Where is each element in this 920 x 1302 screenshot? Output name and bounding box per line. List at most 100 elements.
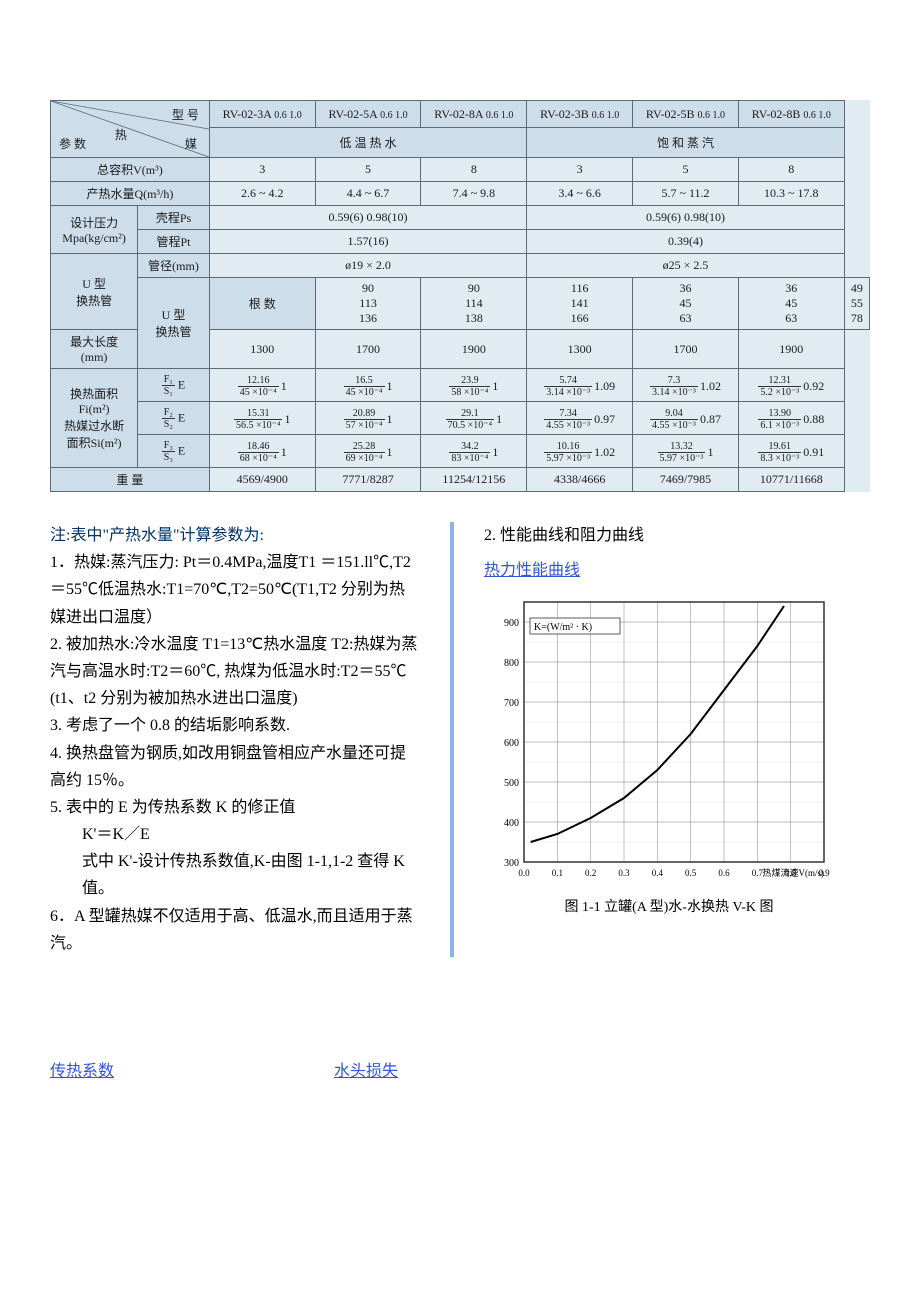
model-4: RV-02-5B 0.6 1.0 [633,101,739,128]
model-3: RV-02-3B 0.6 1.0 [527,101,633,128]
f1-label: F₁S₁ E [138,369,210,402]
cell: 5.7 ~ 11.2 [633,182,739,206]
row-designp: 设计压力 Mpa(kg/cm²) [51,206,138,254]
right-column: 2. 性能曲线和阻力曲线 热力性能曲线 300 400 500 600 700 800 90… [484,522,854,957]
cell: 90114138 [421,278,527,330]
svg-text:400: 400 [504,818,519,829]
model-1: RV-02-5A 0.6 1.0 [315,101,421,128]
cell: 18.4668 ×10⁻⁴1 [209,435,315,468]
note-p5b: K'＝K／E [50,821,420,848]
cell: 10.165.97 ×10⁻³1.02 [527,435,633,468]
cell: 7.4 ~ 9.8 [421,182,527,206]
divider [450,522,454,957]
roots-label: 根 数 [209,278,315,330]
cell: 1300 [527,330,633,369]
weight-label: 重 量 [51,468,210,492]
cell: 7.344.55 ×10⁻³0.97 [527,402,633,435]
vk-chart: 3004005006007008009000.00.10.20.30.40.50… [484,592,834,892]
cell: 13.325.97 ×10⁻³1 [633,435,739,468]
corner-mid: 热 [115,126,127,143]
cell: 10771/11668 [738,468,844,492]
svg-text:热煤流速V(m/s): 热煤流速V(m/s) [763,867,825,878]
cell: 5 [633,158,739,182]
link-heat-coef[interactable]: 传热系数 [50,1057,114,1081]
cell: 8 [421,158,527,182]
ps-label: 壳程Ps [138,206,210,230]
chart-caption: 图 1-1 立罐(A 型)水-水换热 V-K 图 [484,896,854,920]
svg-text:500: 500 [504,778,519,789]
cell: 7.33.14 ×10⁻³1.02 [633,369,739,402]
svg-text:600: 600 [504,738,519,749]
cell: 23.958 ×10⁻⁴1 [421,369,527,402]
cell: 0.59(6) 0.98(10) [209,206,526,230]
cell: 19.618.3 ×10⁻³0.91 [738,435,844,468]
cell: 1900 [738,330,844,369]
cell: 0.59(6) 0.98(10) [527,206,844,230]
cell: 3 [209,158,315,182]
cell: 29.170.5 ×10⁻⁴1 [421,402,527,435]
cell: 11254/12156 [421,468,527,492]
svg-text:0.5: 0.5 [685,868,697,878]
dia-label: 管径(mm) [138,254,210,278]
row-hotwater-label: 产热水量Q(m³/h) [51,182,210,206]
cell: 15.3156.5 ×10⁻⁴1 [209,402,315,435]
cell: 25.2869 ×10⁻⁴1 [315,435,421,468]
svg-text:0.0: 0.0 [518,868,530,878]
svg-text:0.3: 0.3 [618,868,630,878]
svg-text:0.4: 0.4 [652,868,664,878]
cell: 364563 [738,278,844,330]
note-p2: 2. 被加热水:冷水温度 T1=13℃热水温度 T2:热媒为蒸汽与高温水时:T2… [50,631,420,713]
cell: 1900 [421,330,527,369]
corner-top: 型 号 [172,106,199,123]
cell: 9.044.55 ×10⁻³0.87 [633,402,739,435]
cell: 5 [315,158,421,182]
note-p3: 3. 考虑了一个 0.8 的结垢影响系数. [50,712,420,739]
cell: ø19 × 2.0 [209,254,526,278]
cell: 10.3 ~ 17.8 [738,182,844,206]
svg-text:0.1: 0.1 [552,868,563,878]
cell: 1700 [633,330,739,369]
cell: 4569/4900 [209,468,315,492]
group-right: 饱 和 蒸 汽 [527,128,844,158]
cell: 1300 [209,330,315,369]
group-left: 低 温 热 水 [209,128,526,158]
link-head-loss[interactable]: 水头损失 [334,1057,398,1081]
svg-text:800: 800 [504,658,519,669]
cell: 12.315.2 ×10⁻³0.92 [738,369,844,402]
cell: 3.4 ~ 6.6 [527,182,633,206]
below-section: 注:表中"产热水量"计算参数为: 1．热媒:蒸汽压力: Pt＝0.4MPa,温度… [50,522,870,957]
cell: 364563 [633,278,739,330]
svg-text:K=(W/m² · K): K=(W/m² · K) [534,622,592,633]
cell: 12.1645 ×10⁻⁴1 [209,369,315,402]
model-5: RV-02-8B 0.6 1.0 [738,101,844,128]
cell: 8 [738,158,844,182]
cell: 20.8957 ×10⁻⁴1 [315,402,421,435]
cell: 34.283 ×10⁻⁴1 [421,435,527,468]
row-totalvol-label: 总容积V(m³) [51,158,210,182]
svg-text:700: 700 [504,698,519,709]
cell: 7469/7985 [633,468,739,492]
bottom-links: 传热系数 水头损失 [50,1057,870,1081]
svg-text:0.6: 0.6 [718,868,730,878]
svg-text:300: 300 [504,858,519,869]
cell: 16.545 ×10⁻⁴1 [315,369,421,402]
cell: 1.57(16) [209,230,526,254]
notes-title: 注:表中"产热水量"计算参数为: [50,522,420,549]
cell: 4338/4666 [527,468,633,492]
vk-chart-svg: 3004005006007008009000.00.10.20.30.40.50… [484,592,834,892]
maxlen-label: 最大长度 (mm) [51,330,138,369]
sec2-title: 2. 性能曲线和阻力曲线 [484,522,854,549]
f3-label: F₃S₃ E [138,435,210,468]
corner-rb: 媒 [185,135,197,152]
f2-label: F₂S₂ E [138,402,210,435]
cell: 90113136 [315,278,421,330]
note-p1: 1．热媒:蒸汽压力: Pt＝0.4MPa,温度T1 ＝151.ll℃,T2＝55… [50,549,420,631]
pt-label: 管程Pt [138,230,210,254]
cell: 1700 [315,330,421,369]
thermal-heading: 热力性能曲线 [484,557,854,584]
note-p6: 6．A 型罐热媒不仅适用于高、低温水,而且适用于蒸汽。 [50,903,420,957]
svg-text:900: 900 [504,618,519,629]
utube-label2: U 型 换热管 [138,278,210,369]
cell: 7771/8287 [315,468,421,492]
cell: ø25 × 2.5 [527,254,844,278]
